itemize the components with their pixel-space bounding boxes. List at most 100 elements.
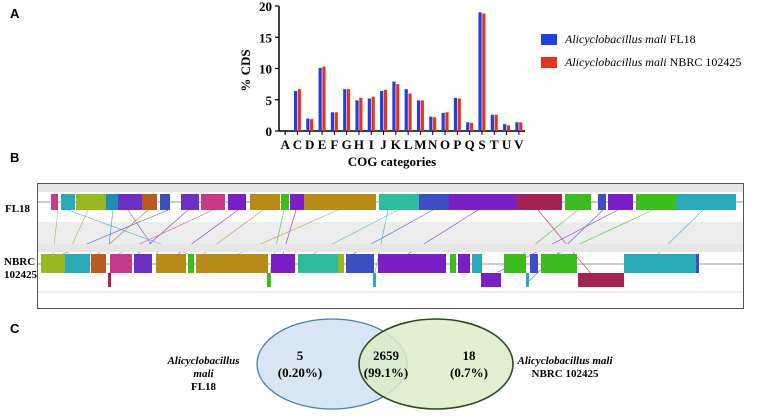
lcb-block <box>91 254 106 273</box>
x-tick-label: C <box>293 137 302 152</box>
lcb-block <box>106 194 118 210</box>
genome-alignment-graphic <box>38 184 743 293</box>
cog-bar-chart: 0 5 10 15 20 A C D E F G H I J K L M N O P Q S T U V COG categori… <box>238 0 525 169</box>
x-tick-label: H <box>354 137 364 152</box>
legend-swatch-nbrc <box>541 56 557 68</box>
venn-label-fl18-strain: FL18 <box>190 381 217 393</box>
lcb-block <box>565 194 591 210</box>
lcb-block <box>504 254 526 273</box>
bar-fl18-Q <box>466 122 470 131</box>
x-tick-label: P <box>453 137 461 152</box>
x-tick-label: S <box>478 137 485 152</box>
bar-fl18-D <box>306 118 310 131</box>
lcb-block <box>181 194 199 210</box>
bar-nbrc-J <box>383 89 388 131</box>
venn-shared: 2659 (99.1%) <box>354 347 418 381</box>
lcb-block-inverted <box>481 273 501 287</box>
venn-label-fl18: Alicyclobacillus mali FL18 <box>156 355 251 394</box>
lcb-block <box>51 194 58 210</box>
panel-label-a: A <box>10 6 20 21</box>
x-tick-label: J <box>380 137 387 152</box>
lcb-block <box>250 194 280 210</box>
lcb-block <box>379 194 419 210</box>
lcb-block <box>281 194 289 210</box>
venn-right-only-count: 18 <box>462 348 476 363</box>
lcb-block <box>450 254 456 273</box>
lcb-block <box>160 194 170 210</box>
bar-fl18-I <box>367 98 371 131</box>
x-tick-label: Q <box>465 137 475 152</box>
lcb-block-inverted <box>108 273 111 287</box>
venn-label-nbrc: Alicyclobacillus mali NBRC 102425 <box>515 355 615 381</box>
bar-fl18-E <box>318 67 322 131</box>
bar-nbrc-L <box>408 93 412 131</box>
lcb-block <box>41 254 65 273</box>
lcb-block <box>449 194 517 210</box>
genome-label-fl18: FL18 <box>5 203 31 215</box>
bar-fl18-J <box>380 91 384 131</box>
lcb-block <box>636 194 676 210</box>
bar-nbrc-D <box>310 119 314 131</box>
lcb-block <box>110 254 132 273</box>
venn-label-fl18-species: Alicyclobacillus mali <box>167 355 240 380</box>
lcb-block <box>472 254 482 273</box>
lcb-block-inverted <box>526 273 529 287</box>
lcb-block <box>419 194 449 210</box>
x-tick-label: I <box>369 137 374 152</box>
bar-nbrc-S <box>482 13 486 131</box>
bar-fl18-F <box>330 112 335 131</box>
lcb-block-inverted <box>373 273 376 287</box>
lcb-block-inverted <box>267 273 271 287</box>
x-tick-label: N <box>428 137 438 152</box>
legend-entry-nbrc: Alicyclobacillus mali NBRC 102425 <box>541 53 741 71</box>
x-tick-label: T <box>490 137 499 152</box>
lcb-block <box>228 194 246 210</box>
bar-nbrc-U <box>506 125 511 131</box>
lcb-block <box>188 254 194 273</box>
bar-nbrc-O <box>445 112 449 131</box>
lcb-block-inverted <box>578 273 624 287</box>
y-axis-title: % CDS <box>238 49 253 91</box>
x-tick-label: F <box>330 137 338 152</box>
venn-left-only-count: 5 <box>296 348 304 363</box>
y-tick-label: 5 <box>266 93 273 108</box>
lcb-block <box>541 254 577 273</box>
lcb-block <box>290 194 304 210</box>
bar-nbrc-V <box>519 122 523 131</box>
x-tick-label: D <box>305 137 314 152</box>
bar-nbrc-M <box>420 100 424 131</box>
ruler-track-2 <box>38 244 743 252</box>
legend-strain-fl18: FL18 <box>666 31 696 46</box>
x-tick-label: K <box>391 137 402 152</box>
venn-left-only-pct: (0.20%) <box>277 365 323 380</box>
lcb-block <box>76 194 106 210</box>
chart-legend: Alicyclobacillus mali FL18 Alicyclobacil… <box>541 30 741 76</box>
lcb-block <box>196 254 268 273</box>
bar-fl18-G <box>343 89 347 131</box>
lcb-block <box>517 194 562 210</box>
bar-nbrc-E <box>322 66 326 131</box>
lcb-block <box>298 254 338 273</box>
y-tick-label: 0 <box>266 124 273 139</box>
genome-alignment-panel <box>37 183 744 309</box>
genome-label-nbrc: NBRC 102425 <box>4 256 37 282</box>
legend-swatch-fl18 <box>541 33 557 45</box>
lcb-block <box>458 254 470 273</box>
lcb-block <box>65 254 90 273</box>
bar-nbrc-G <box>346 89 351 131</box>
x-tick-label: O <box>440 137 450 152</box>
bar-nbrc-K <box>396 84 400 131</box>
lcb-block <box>338 254 344 273</box>
bar-fl18-M <box>416 100 421 131</box>
panel-label-b: B <box>10 150 20 165</box>
bar-fl18-C <box>293 91 298 131</box>
bar-fl18-V <box>515 122 519 131</box>
panel-label-c: C <box>10 321 20 336</box>
bar-nbrc-C <box>297 89 301 131</box>
bar-fl18-P <box>453 97 458 131</box>
lcb-block <box>530 254 538 273</box>
x-tick-label: U <box>502 137 512 152</box>
lcb-block <box>346 254 374 273</box>
bar-fl18-O <box>441 112 445 131</box>
lcb-block <box>61 194 75 210</box>
